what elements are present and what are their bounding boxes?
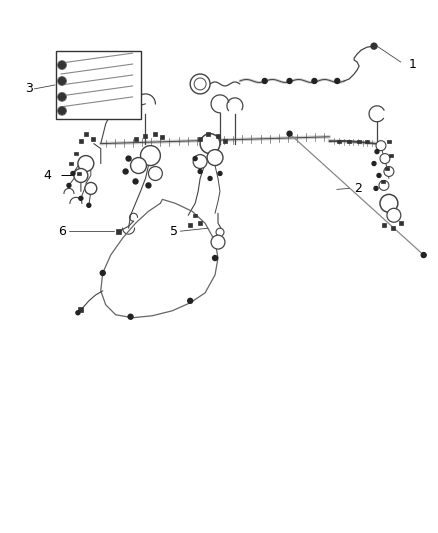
Bar — [134, 136, 138, 141]
Circle shape — [193, 155, 207, 168]
Circle shape — [312, 78, 317, 84]
Bar — [399, 222, 403, 225]
Bar — [194, 214, 197, 217]
Bar — [91, 136, 95, 141]
Circle shape — [188, 298, 193, 303]
Bar — [381, 180, 385, 183]
Bar — [160, 135, 164, 139]
Bar — [79, 139, 83, 143]
Circle shape — [59, 93, 65, 100]
Circle shape — [78, 156, 94, 172]
Circle shape — [262, 78, 267, 84]
Circle shape — [59, 107, 65, 114]
Circle shape — [287, 78, 292, 84]
Circle shape — [57, 92, 67, 101]
Circle shape — [67, 183, 71, 188]
Bar — [365, 140, 369, 143]
Circle shape — [100, 270, 105, 276]
Circle shape — [211, 235, 225, 249]
Circle shape — [57, 107, 67, 115]
Circle shape — [194, 78, 206, 90]
Circle shape — [133, 179, 138, 184]
Circle shape — [421, 253, 426, 257]
Circle shape — [377, 173, 381, 177]
Circle shape — [218, 172, 222, 175]
Circle shape — [190, 74, 210, 94]
Bar — [84, 132, 88, 136]
Circle shape — [123, 169, 128, 174]
Circle shape — [131, 158, 146, 173]
Circle shape — [74, 168, 88, 182]
Text: 6: 6 — [58, 225, 66, 238]
Bar — [382, 223, 386, 227]
Bar — [347, 140, 351, 143]
Text: 4: 4 — [43, 169, 51, 182]
Bar — [198, 222, 202, 225]
Text: 5: 5 — [170, 225, 178, 238]
Circle shape — [380, 195, 398, 212]
Circle shape — [376, 141, 386, 151]
Text: 1: 1 — [409, 58, 417, 70]
Bar — [389, 154, 392, 157]
Circle shape — [208, 176, 212, 181]
Bar — [385, 167, 389, 170]
Bar — [198, 136, 202, 141]
Circle shape — [87, 203, 91, 207]
Circle shape — [85, 182, 97, 195]
Circle shape — [79, 196, 83, 200]
Circle shape — [335, 78, 340, 84]
Circle shape — [375, 150, 379, 154]
Bar — [74, 152, 78, 155]
Circle shape — [374, 187, 378, 190]
Circle shape — [379, 181, 389, 190]
Bar — [69, 162, 73, 165]
Bar — [357, 140, 361, 143]
Bar — [206, 132, 210, 136]
Bar — [116, 229, 121, 233]
Circle shape — [212, 255, 218, 261]
Text: 2: 2 — [354, 182, 362, 195]
Circle shape — [59, 62, 65, 69]
Circle shape — [287, 131, 292, 136]
Circle shape — [200, 134, 220, 154]
Bar — [391, 227, 395, 230]
Circle shape — [76, 311, 80, 315]
Bar — [387, 140, 391, 143]
Bar — [216, 134, 220, 138]
Circle shape — [141, 146, 160, 166]
Text: 3: 3 — [25, 83, 33, 95]
Circle shape — [371, 43, 377, 49]
Bar — [223, 139, 227, 143]
Circle shape — [380, 154, 390, 164]
Circle shape — [71, 172, 75, 175]
Bar — [153, 132, 157, 136]
Circle shape — [193, 157, 197, 160]
Circle shape — [126, 156, 131, 161]
Bar — [188, 223, 192, 227]
Bar — [144, 134, 148, 138]
Circle shape — [148, 166, 162, 181]
Bar — [338, 140, 341, 143]
Circle shape — [372, 161, 376, 166]
Circle shape — [146, 183, 151, 188]
Circle shape — [128, 314, 133, 319]
Bar — [77, 172, 81, 175]
Circle shape — [198, 169, 202, 173]
Circle shape — [57, 77, 67, 85]
Circle shape — [57, 61, 67, 69]
Circle shape — [59, 77, 65, 84]
Circle shape — [387, 208, 401, 222]
Circle shape — [384, 166, 394, 176]
Circle shape — [207, 150, 223, 166]
Bar — [56, 51, 141, 119]
Bar — [78, 308, 83, 312]
